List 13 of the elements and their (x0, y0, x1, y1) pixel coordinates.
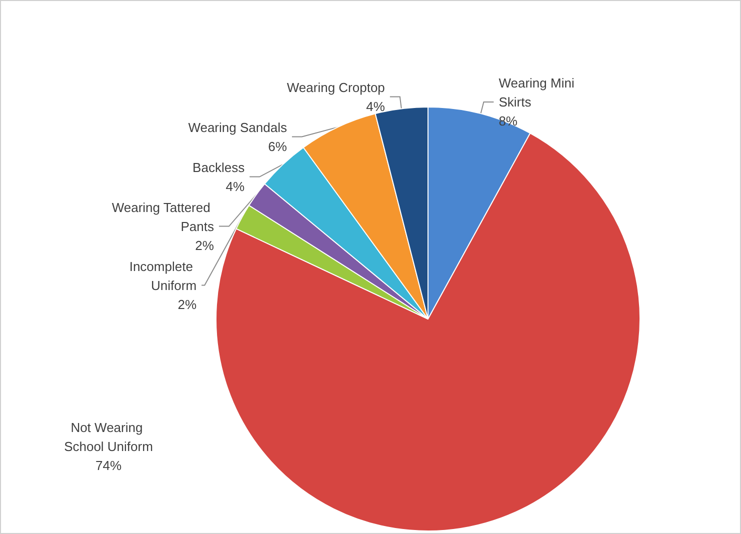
slice-label: Backless (192, 160, 246, 175)
data-label: 4% (366, 98, 386, 114)
data-label: 2% (178, 296, 197, 312)
slice-label: Wearing Mini Skirts (498, 76, 578, 110)
data-label: 6% (268, 138, 288, 154)
slice-label: Incomplete Uniform (129, 258, 197, 293)
data-label: 4% (226, 178, 246, 194)
slice-label: Wearing Sandals (188, 120, 288, 135)
data-label: 2% (195, 238, 214, 253)
slice-label: Not Wearing School Uniform (64, 420, 153, 454)
data-label: 74% (95, 458, 122, 473)
slice-label: Wearing Tattered Pants (112, 200, 214, 234)
slice-label: Wearing Croptop (286, 80, 385, 95)
